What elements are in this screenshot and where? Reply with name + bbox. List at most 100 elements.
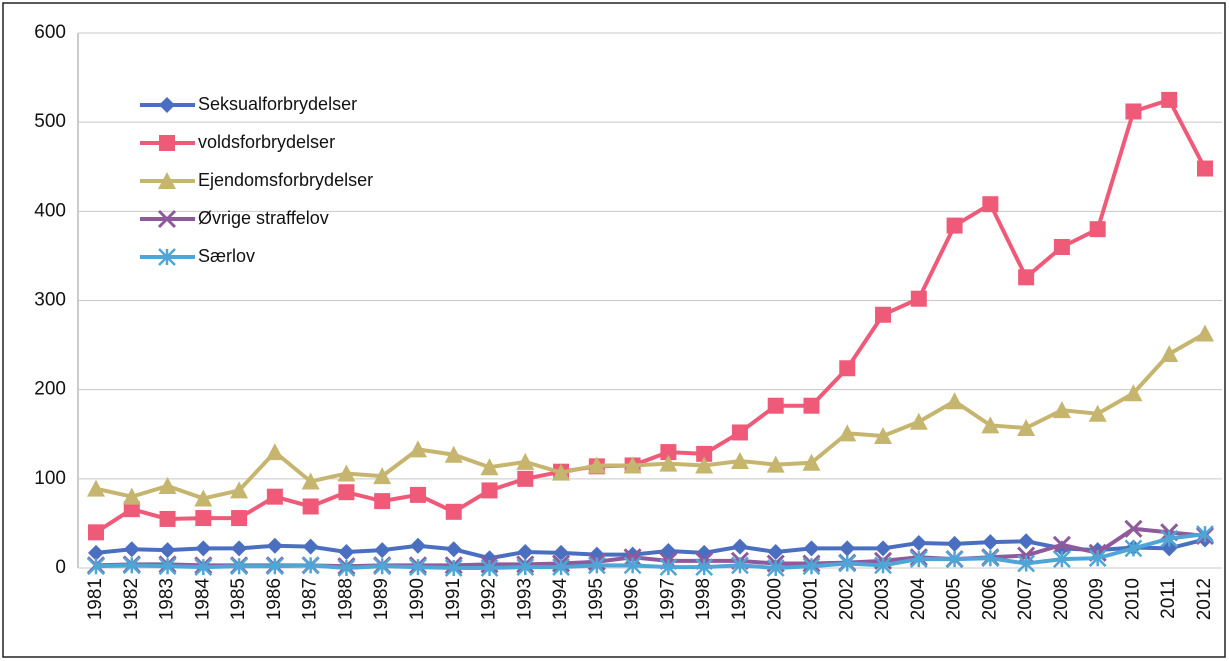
legend-label: voldsforbrydelser [198,132,335,152]
x-tick-label: 1994 [550,578,571,621]
marker [623,556,642,575]
marker [445,503,462,520]
marker [874,556,892,575]
x-tick-label: 1983 [157,578,178,620]
marker [731,538,748,555]
marker [266,537,283,554]
y-tick-label: 300 [34,290,66,311]
marker [157,209,177,229]
x-tick-label: 1989 [371,578,392,620]
series-line [95,537,1206,561]
x-tick-label: 2012 [1194,578,1215,620]
marker [659,558,678,576]
marker [875,306,892,323]
marker [302,498,319,515]
x-tick-label: 1990 [407,578,428,620]
x-tick-label: 1991 [443,578,464,620]
marker [517,470,534,487]
marker [1053,550,1071,568]
marker [123,541,140,558]
marker [1018,269,1035,286]
x-tick-label: 1992 [479,578,500,620]
marker [731,424,748,441]
marker [231,510,248,527]
marker [766,455,785,473]
marker [445,541,462,558]
marker [266,488,283,505]
marker [1125,103,1142,120]
marker [265,443,284,461]
marker [839,540,856,557]
marker [159,135,175,151]
x-tick-label: 2003 [872,578,893,620]
marker [374,493,391,510]
marker [517,543,534,560]
marker [946,217,963,234]
marker [981,416,1000,434]
marker [803,397,820,414]
marker [480,559,499,577]
marker [623,456,642,474]
marker [587,456,606,474]
x-tick-label: 2011 [1158,578,1179,619]
legend-label: Særlov [198,246,255,266]
marker [945,392,964,410]
marker [982,534,999,551]
marker [909,412,928,430]
marker [838,424,857,442]
marker [587,556,606,575]
x-tick-label: 1999 [729,578,750,620]
marker [552,558,570,576]
marker [408,440,427,458]
marker [88,544,104,561]
marker [409,558,427,576]
marker [660,444,677,461]
marker [338,484,355,501]
marker [1161,91,1178,108]
marker [1124,384,1143,402]
marker [1161,540,1178,557]
marker [338,543,355,560]
marker [659,454,678,472]
marker [802,453,821,471]
x-tick-label: 1981 [85,578,106,620]
marker [623,548,642,567]
marker [373,467,392,485]
marker [265,557,284,576]
marker [981,549,1000,568]
y-tick-label: 0 [55,557,66,578]
marker [767,543,784,560]
marker [945,550,964,568]
marker [696,544,713,561]
marker [910,535,927,552]
x-tick-label: 2005 [944,578,965,620]
marker [1124,519,1143,538]
marker [444,445,463,463]
marker [194,489,213,507]
x-tick-label: 2009 [1087,578,1108,620]
x-tick-label: 2006 [979,578,1000,620]
marker [1089,221,1106,238]
y-tick-label: 500 [34,111,66,132]
marker [159,542,176,559]
x-tick-label: 2010 [1122,578,1143,620]
marker [88,524,104,541]
x-tick-label: 1987 [300,578,321,620]
x-tick-label: 1982 [121,578,142,620]
marker [516,558,535,576]
x-tick-label: 1984 [192,578,213,621]
marker [1018,533,1035,550]
x-tick-label: 2001 [800,578,821,620]
marker [946,535,963,552]
marker [839,360,856,377]
marker [409,486,426,503]
marker [337,464,356,482]
marker [1160,345,1179,362]
marker [695,558,714,576]
marker [838,554,857,573]
marker [909,550,928,568]
marker [695,456,714,474]
x-tick-label: 1993 [514,578,535,620]
marker [87,479,105,497]
marker [195,510,212,527]
